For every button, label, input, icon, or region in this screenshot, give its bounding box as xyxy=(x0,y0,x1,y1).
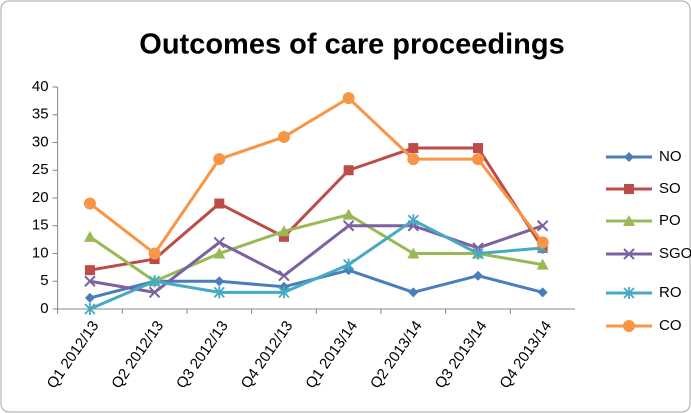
y-tick-label: 25 xyxy=(32,161,49,178)
y-tick-label: 10 xyxy=(32,244,49,261)
y-tick-label: 20 xyxy=(32,189,49,206)
data-point xyxy=(471,153,484,166)
data-point xyxy=(342,208,355,220)
data-point xyxy=(343,165,354,176)
legend-label: SGO xyxy=(659,245,691,262)
data-point xyxy=(84,265,95,276)
data-point xyxy=(213,286,225,299)
data-point xyxy=(277,225,290,237)
chart-title: Outcomes of care proceedings xyxy=(139,29,564,61)
data-point xyxy=(407,214,419,227)
data-point xyxy=(148,275,161,288)
data-point xyxy=(408,143,419,154)
legend-label: NO xyxy=(659,148,682,165)
data-point xyxy=(536,236,549,249)
data-point xyxy=(278,231,289,242)
series-line xyxy=(89,218,543,311)
data-point xyxy=(213,236,225,249)
data-point xyxy=(343,258,355,271)
legend-label: RO xyxy=(659,284,682,301)
data-point xyxy=(472,270,483,281)
series-line xyxy=(89,146,544,272)
legend-label: PO xyxy=(659,212,681,229)
legend-label: SO xyxy=(659,180,681,197)
data-point xyxy=(278,286,290,299)
y-tick-label: 0 xyxy=(40,300,48,317)
data-point xyxy=(537,287,548,298)
data-point xyxy=(148,247,161,260)
data-point xyxy=(472,247,484,260)
data-point xyxy=(83,230,96,242)
legend-marker xyxy=(624,152,634,162)
legend-marker xyxy=(624,184,634,194)
data-point xyxy=(472,143,483,154)
data-point xyxy=(213,153,226,166)
data-point xyxy=(342,92,355,105)
data-point xyxy=(84,292,95,303)
legend-marker xyxy=(623,320,635,332)
data-point xyxy=(277,130,290,143)
legend-marker xyxy=(623,287,635,299)
data-point xyxy=(536,220,549,232)
y-tick-label: 30 xyxy=(32,133,49,150)
data-point xyxy=(213,247,226,259)
data-point xyxy=(278,269,290,282)
data-point xyxy=(342,220,355,232)
legend-marker xyxy=(623,215,635,226)
data-point xyxy=(536,258,549,270)
data-point xyxy=(407,153,420,166)
series-line xyxy=(89,213,543,283)
data-point xyxy=(214,198,225,209)
data-point xyxy=(407,247,420,259)
data-point xyxy=(84,303,96,315)
series-line xyxy=(89,96,544,255)
data-point xyxy=(214,276,225,287)
y-tick-label: 5 xyxy=(40,272,48,289)
y-tick-label: 35 xyxy=(32,106,49,123)
data-point xyxy=(84,275,96,287)
y-tick-label: 15 xyxy=(32,217,49,234)
data-point xyxy=(83,197,96,210)
legend-marker xyxy=(623,248,635,260)
data-point xyxy=(148,286,161,299)
legend-label: CO xyxy=(659,317,682,334)
data-point xyxy=(408,287,419,298)
y-tick-label: 40 xyxy=(32,78,49,95)
